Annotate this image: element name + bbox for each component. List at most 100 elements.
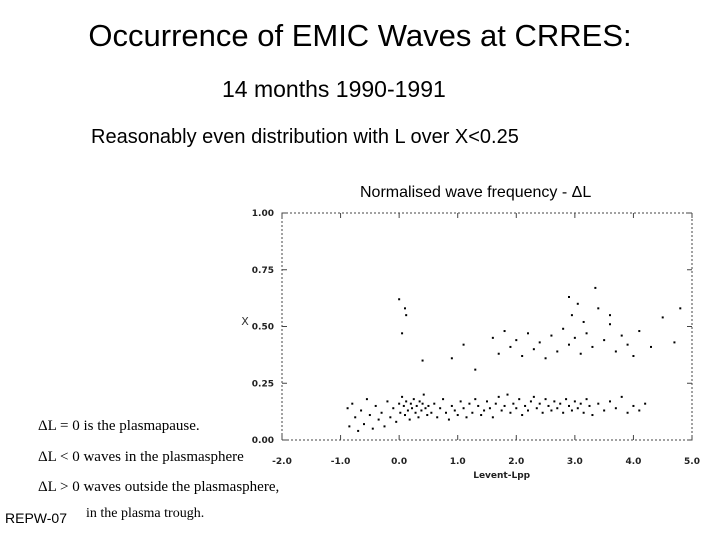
data-point [644,402,647,405]
slide-subtitle-2: Reasonably even distribution with L over… [91,126,519,148]
data-point [527,332,529,335]
chart-title: Normalised wave frequency - ΔL [360,184,592,201]
data-point [597,402,600,405]
data-point [518,398,521,401]
y-tick-label: 0.75 [252,266,274,276]
data-point [491,336,494,339]
data-point [346,407,349,410]
data-point [521,355,524,358]
data-point [650,345,652,348]
data-point [594,286,597,289]
data-point [483,409,486,412]
data-point [405,400,408,403]
data-point [565,398,568,401]
data-point [679,307,682,310]
data-point [371,427,374,430]
data-point [582,411,585,414]
data-point [568,404,570,407]
data-point [588,404,591,407]
data-point [468,402,471,405]
data-point [426,414,429,417]
data-point [450,357,453,360]
y-tick-label: 0.50 [252,323,274,333]
data-point [532,395,535,398]
data-point [585,398,588,401]
data-point [591,345,594,348]
data-point [550,409,553,412]
data-point [573,336,576,339]
data-point [389,416,392,419]
data-point [515,407,518,410]
data-point [506,393,509,396]
y-tick-label: 1.00 [252,209,274,219]
data-point [486,400,488,403]
data-point [401,395,404,398]
slide-subtitle: 14 months 1990-1991 [222,76,446,102]
data-point [500,409,503,412]
data-point [547,404,550,407]
data-point [395,420,398,423]
data-point [418,400,421,403]
data-point [412,398,415,401]
data-point [503,330,506,333]
data-point [354,416,357,419]
data-point [420,409,423,412]
data-point [568,343,570,346]
data-point [445,411,447,414]
data-point [509,345,512,348]
data-point [480,414,483,417]
data-point [582,320,585,323]
data-point [512,402,515,405]
data-point [609,400,611,403]
data-point [632,404,635,407]
data-point [351,402,354,405]
data-point [456,414,459,417]
data-point [459,400,462,403]
data-point [405,314,408,317]
data-point [404,414,406,417]
data-point [471,411,474,414]
data-point [433,402,436,405]
data-point [427,404,430,407]
data-point [521,414,524,417]
x-axis-label: Levent-Lpp [473,471,530,481]
data-point [638,409,641,412]
slide-code: REPW-07 [5,510,67,526]
data-point [360,409,363,412]
data-point [556,407,559,410]
data-point [538,341,541,344]
data-point [408,418,411,421]
data-point [453,409,456,412]
y-axis-label: X [241,315,249,328]
data-point [559,402,562,405]
y-tick-label: 0.00 [252,436,274,446]
x-tick-label: -1.0 [331,457,351,467]
data-point [576,407,579,410]
data-point [421,359,424,362]
data-point [576,302,579,305]
x-tick-label: 2.0 [508,457,524,467]
data-point [626,411,629,414]
data-point [497,352,500,355]
data-point [527,409,529,412]
data-point [562,411,565,414]
data-point [603,339,606,342]
data-point [620,395,623,398]
data-point [411,407,414,410]
data-point [465,416,468,419]
data-point [424,407,427,410]
data-point [462,343,465,346]
data-point [488,407,491,410]
data-point [673,341,676,344]
data-point [609,314,611,317]
data-point [562,327,565,330]
data-point [374,404,377,407]
data-point [591,414,594,417]
data-point [541,411,544,414]
data-point [632,355,635,358]
data-point [497,395,500,398]
x-tick-label: -2.0 [272,457,292,467]
data-point [626,343,629,346]
y-tick-label: 0.25 [252,379,274,389]
